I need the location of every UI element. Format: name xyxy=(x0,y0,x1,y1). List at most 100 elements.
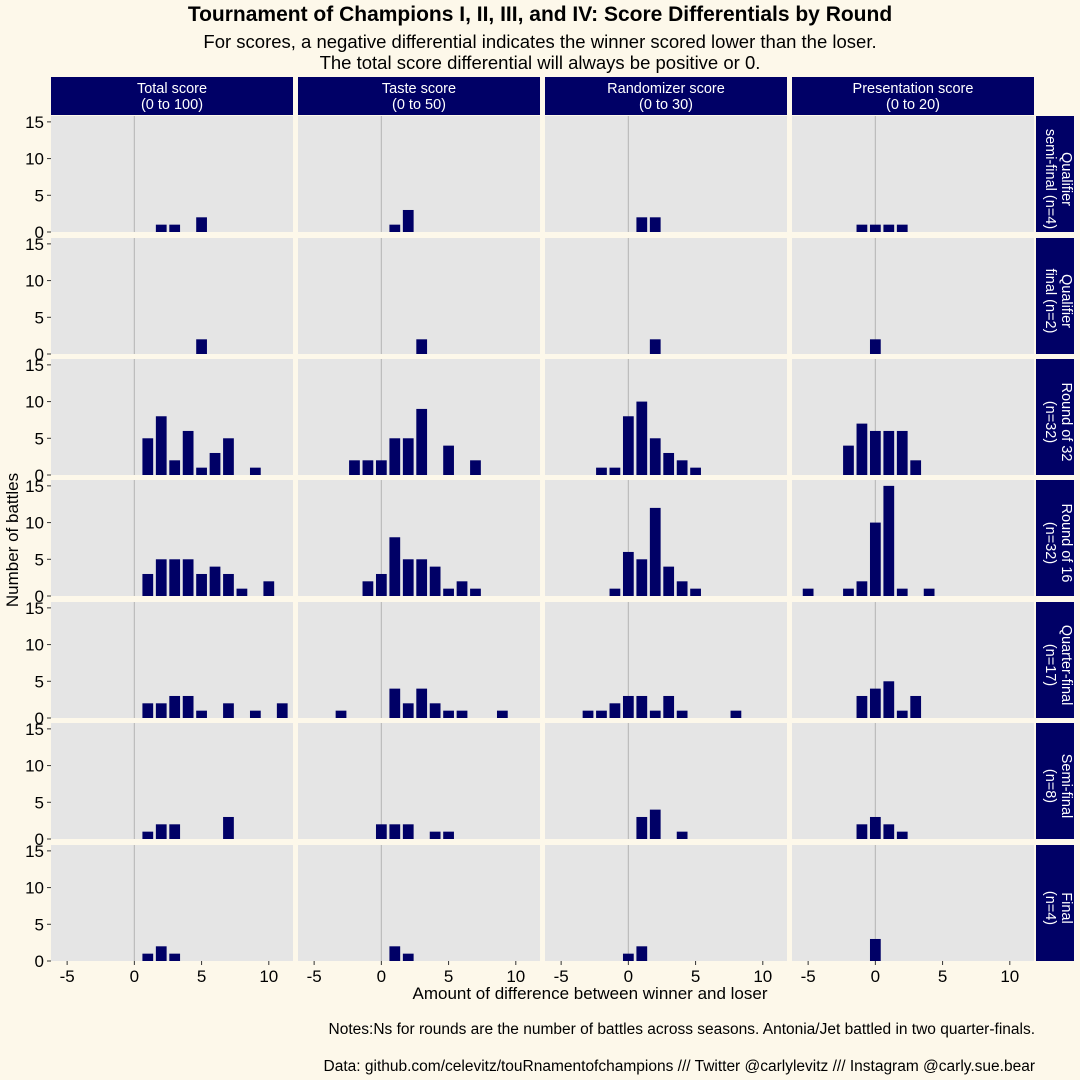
histogram-bar xyxy=(636,217,648,232)
y-tick-label: 15 xyxy=(25,842,44,861)
column-strip-label-2: Randomizer score xyxy=(607,81,725,97)
x-tick-label: 0 xyxy=(871,967,880,986)
histogram-bar xyxy=(883,430,895,475)
histogram-bar xyxy=(596,710,607,718)
histogram-bar xyxy=(169,559,181,596)
histogram-bar xyxy=(142,703,154,718)
panel-background xyxy=(545,723,787,839)
row-strip-label-0: Qualifier xyxy=(1058,152,1074,206)
histogram-bar xyxy=(869,224,881,232)
histogram-bar xyxy=(663,452,675,475)
y-tick-label: 5 xyxy=(35,672,44,691)
histogram-bar xyxy=(649,507,661,596)
histogram-bar xyxy=(142,831,154,839)
histogram-bar xyxy=(622,953,634,961)
panel-background xyxy=(792,116,1034,232)
histogram-bar xyxy=(896,831,908,839)
panel-background xyxy=(298,723,540,839)
x-tick-label: 0 xyxy=(130,967,139,986)
histogram-bar xyxy=(429,566,441,596)
y-tick-label: 5 xyxy=(35,915,44,934)
histogram-bar xyxy=(869,938,881,961)
column-strip-sublabel-3: (0 to 20) xyxy=(886,97,940,113)
panel-background xyxy=(792,238,1034,354)
column-strip-sublabel-2: (0 to 30) xyxy=(639,97,693,113)
histogram-bar xyxy=(649,809,661,839)
y-tick-label: 15 xyxy=(25,356,44,375)
histogram-bar xyxy=(443,831,454,839)
column-strip-label-1: Taste score xyxy=(382,81,456,97)
histogram-bar xyxy=(223,703,234,718)
y-tick-label: 0 xyxy=(35,587,44,606)
histogram-bar xyxy=(182,559,194,596)
panel-background xyxy=(51,238,293,354)
histogram-bar xyxy=(389,224,401,232)
row-strip-1 xyxy=(1036,238,1074,354)
histogram-bar xyxy=(609,467,621,475)
histogram-bar xyxy=(649,217,661,232)
histogram-bar xyxy=(456,710,468,718)
row-strip-label-4: Quarter-final xyxy=(1058,625,1074,706)
panel-background xyxy=(51,116,293,232)
histogram-bar xyxy=(209,566,221,596)
histogram-bar xyxy=(402,209,414,232)
histogram-bar xyxy=(429,703,441,718)
panel-background xyxy=(545,116,787,232)
histogram-bar xyxy=(636,816,648,839)
histogram-bar xyxy=(196,217,207,232)
notes-caption: Notes:Ns for rounds are the number of ba… xyxy=(328,1021,1035,1038)
y-tick-label: 15 xyxy=(25,599,44,618)
histogram-bar xyxy=(636,695,648,718)
histogram-bar xyxy=(389,824,401,839)
histogram-bar xyxy=(609,588,621,596)
x-tick-label: -5 xyxy=(554,967,569,986)
histogram-bar xyxy=(869,688,881,718)
histogram-bar xyxy=(389,438,401,475)
histogram-bar xyxy=(209,452,221,475)
histogram-bar xyxy=(622,695,634,718)
histogram-bar xyxy=(663,695,675,718)
histogram-bar xyxy=(443,588,454,596)
histogram-bar xyxy=(676,460,688,475)
histogram-bar xyxy=(869,339,881,354)
panel-background xyxy=(792,480,1034,596)
histogram-bar xyxy=(182,430,194,475)
y-tick-label: 5 xyxy=(35,429,44,448)
panel-background xyxy=(51,723,293,839)
histogram-bar xyxy=(910,460,922,475)
chart-subtitle-line-2: The total score differential will always… xyxy=(319,52,761,73)
y-tick-label: 5 xyxy=(35,550,44,569)
histogram-bar xyxy=(429,831,441,839)
histogram-bar xyxy=(155,416,167,475)
y-tick-label: 0 xyxy=(35,223,44,242)
x-axis-label: Amount of difference between winner and … xyxy=(412,984,768,1003)
row-strip-6 xyxy=(1036,845,1074,961)
panel-background xyxy=(792,359,1034,475)
histogram-bar xyxy=(883,824,895,839)
x-tick-label: 5 xyxy=(444,967,453,986)
histogram-bar xyxy=(923,588,935,596)
histogram-bar xyxy=(155,824,167,839)
row-strip-3 xyxy=(1036,480,1074,596)
histogram-bar xyxy=(470,460,481,475)
y-tick-label: 10 xyxy=(25,393,44,412)
histogram-bar xyxy=(596,467,607,475)
histogram-bar xyxy=(196,573,207,596)
histogram-bar xyxy=(676,831,688,839)
y-tick-label: 10 xyxy=(25,879,44,898)
column-strip-sublabel-1: (0 to 50) xyxy=(392,97,446,113)
y-tick-label: 5 xyxy=(35,793,44,812)
histogram-bar xyxy=(362,460,374,475)
histogram-bar xyxy=(223,573,234,596)
y-tick-label: 10 xyxy=(25,272,44,291)
histogram-bar xyxy=(690,588,701,596)
x-tick-label: 0 xyxy=(377,967,386,986)
row-strip-label-3: Round of 16 xyxy=(1058,503,1074,582)
row-strip-sublabel-2: (n=32) xyxy=(1042,401,1058,443)
y-tick-label: 15 xyxy=(25,477,44,496)
histogram-bar xyxy=(389,946,401,961)
histogram-bar xyxy=(249,467,261,475)
column-strip-2 xyxy=(545,77,787,115)
histogram-bar xyxy=(802,588,814,596)
